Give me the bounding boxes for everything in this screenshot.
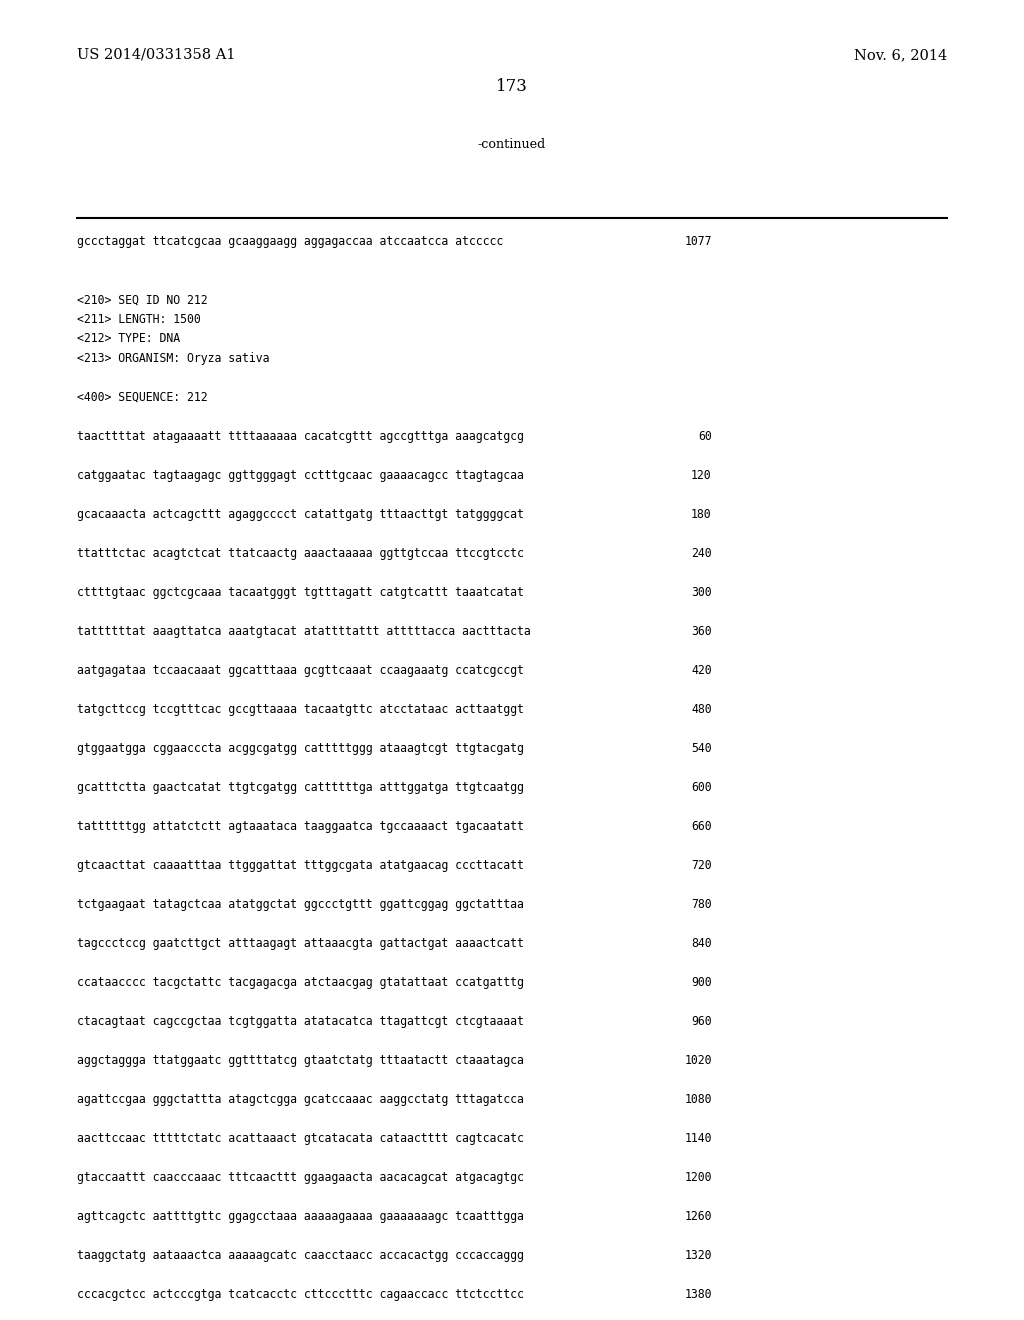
Text: ctacagtaat cagccgctaa tcgtggatta atatacatca ttagattcgt ctcgtaaaat: ctacagtaat cagccgctaa tcgtggatta atataca…	[77, 1015, 523, 1028]
Text: ttatttctac acagtctcat ttatcaactg aaactaaaaa ggttgtccaa ttccgtcctc: ttatttctac acagtctcat ttatcaactg aaactaa…	[77, 546, 523, 560]
Text: agttcagctc aattttgttc ggagcctaaa aaaaagaaaa gaaaaaaagc tcaatttgga: agttcagctc aattttgttc ggagcctaaa aaaaaga…	[77, 1210, 523, 1224]
Text: 300: 300	[691, 586, 712, 599]
Text: tctgaagaat tatagctcaa atatggctat ggccctgttt ggattcggag ggctatttaa: tctgaagaat tatagctcaa atatggctat ggccctg…	[77, 898, 523, 911]
Text: catggaatac tagtaagagc ggttgggagt cctttgcaac gaaaacagcc ttagtagcaa: catggaatac tagtaagagc ggttgggagt cctttgc…	[77, 469, 523, 482]
Text: taacttttat atagaaaatt ttttaaaaaa cacatcgttt agccgtttga aaagcatgcg: taacttttat atagaaaatt ttttaaaaaa cacatcg…	[77, 430, 523, 444]
Text: cttttgtaac ggctcgcaaa tacaatgggt tgtttagatt catgtcattt taaatcatat: cttttgtaac ggctcgcaaa tacaatgggt tgtttag…	[77, 586, 523, 599]
Text: US 2014/0331358 A1: US 2014/0331358 A1	[77, 48, 236, 62]
Text: tattttttgg attatctctt agtaaataca taaggaatca tgccaaaact tgacaatatt: tattttttgg attatctctt agtaaataca taaggaa…	[77, 820, 523, 833]
Text: 1260: 1260	[684, 1210, 712, 1224]
Text: <210> SEQ ID NO 212: <210> SEQ ID NO 212	[77, 293, 208, 306]
Text: 1200: 1200	[684, 1171, 712, 1184]
Text: 240: 240	[691, 546, 712, 560]
Text: 780: 780	[691, 898, 712, 911]
Text: gcatttctta gaactcatat ttgtcgatgg cattttttga atttggatga ttgtcaatgg: gcatttctta gaactcatat ttgtcgatgg cattttt…	[77, 781, 523, 795]
Text: 720: 720	[691, 859, 712, 873]
Text: 600: 600	[691, 781, 712, 795]
Text: tattttttat aaagttatca aaatgtacat atattttattt atttttacca aactttacta: tattttttat aaagttatca aaatgtacat atatttt…	[77, 624, 530, 638]
Text: 900: 900	[691, 975, 712, 989]
Text: aggctaggga ttatggaatc ggttttatcg gtaatctatg tttaatactt ctaaatagca: aggctaggga ttatggaatc ggttttatcg gtaatct…	[77, 1053, 523, 1067]
Text: Nov. 6, 2014: Nov. 6, 2014	[854, 48, 947, 62]
Text: gcacaaacta actcagcttt agaggcccct catattgatg tttaacttgt tatggggcat: gcacaaacta actcagcttt agaggcccct catattg…	[77, 508, 523, 521]
Text: 1080: 1080	[684, 1093, 712, 1106]
Text: 540: 540	[691, 742, 712, 755]
Text: 360: 360	[691, 624, 712, 638]
Text: gccctaggat ttcatcgcaa gcaaggaagg aggagaccaa atccaatcca atccccc: gccctaggat ttcatcgcaa gcaaggaagg aggagac…	[77, 235, 503, 248]
Text: gtggaatgga cggaacccta acggcgatgg catttttggg ataaagtcgt ttgtacgatg: gtggaatgga cggaacccta acggcgatgg cattttt…	[77, 742, 523, 755]
Text: -continued: -continued	[478, 139, 546, 150]
Text: 420: 420	[691, 664, 712, 677]
Text: taaggctatg aataaactca aaaaagcatc caacctaacc accacactgg cccaccaggg: taaggctatg aataaactca aaaaagcatc caaccta…	[77, 1249, 523, 1262]
Text: aacttccaac tttttctatc acattaaact gtcatacata cataactttt cagtcacatc: aacttccaac tttttctatc acattaaact gtcatac…	[77, 1133, 523, 1144]
Text: aatgagataa tccaacaaat ggcatttaaa gcgttcaaat ccaagaaatg ccatcgccgt: aatgagataa tccaacaaat ggcatttaaa gcgttca…	[77, 664, 523, 677]
Text: <212> TYPE: DNA: <212> TYPE: DNA	[77, 333, 180, 346]
Text: 1077: 1077	[684, 235, 712, 248]
Text: 660: 660	[691, 820, 712, 833]
Text: <400> SEQUENCE: 212: <400> SEQUENCE: 212	[77, 391, 208, 404]
Text: 1020: 1020	[684, 1053, 712, 1067]
Text: 60: 60	[698, 430, 712, 444]
Text: tatgcttccg tccgtttcac gccgttaaaa tacaatgttc atcctataac acttaatggt: tatgcttccg tccgtttcac gccgttaaaa tacaatg…	[77, 704, 523, 715]
Text: agattccgaa gggctattta atagctcgga gcatccaaac aaggcctatg tttagatcca: agattccgaa gggctattta atagctcgga gcatcca…	[77, 1093, 523, 1106]
Text: <211> LENGTH: 1500: <211> LENGTH: 1500	[77, 313, 201, 326]
Text: 1140: 1140	[684, 1133, 712, 1144]
Text: 1380: 1380	[684, 1288, 712, 1302]
Text: ccataacccc tacgctattc tacgagacga atctaacgag gtatattaat ccatgatttg: ccataacccc tacgctattc tacgagacga atctaac…	[77, 975, 523, 989]
Text: 120: 120	[691, 469, 712, 482]
Text: 1320: 1320	[684, 1249, 712, 1262]
Text: gtaccaattt caacccaaac tttcaacttt ggaagaacta aacacagcat atgacagtgc: gtaccaattt caacccaaac tttcaacttt ggaagaa…	[77, 1171, 523, 1184]
Text: cccacgctcc actcccgtga tcatcacctc cttccctttc cagaaccacc ttctccttcc: cccacgctcc actcccgtga tcatcacctc cttccct…	[77, 1288, 523, 1302]
Text: tagccctccg gaatcttgct atttaagagt attaaacgta gattactgat aaaactcatt: tagccctccg gaatcttgct atttaagagt attaaac…	[77, 937, 523, 950]
Text: 180: 180	[691, 508, 712, 521]
Text: 840: 840	[691, 937, 712, 950]
Text: 960: 960	[691, 1015, 712, 1028]
Text: 480: 480	[691, 704, 712, 715]
Text: <213> ORGANISM: Oryza sativa: <213> ORGANISM: Oryza sativa	[77, 352, 269, 366]
Text: 173: 173	[496, 78, 528, 95]
Text: gtcaacttat caaaatttaa ttgggattat tttggcgata atatgaacag cccttacatt: gtcaacttat caaaatttaa ttgggattat tttggcg…	[77, 859, 523, 873]
